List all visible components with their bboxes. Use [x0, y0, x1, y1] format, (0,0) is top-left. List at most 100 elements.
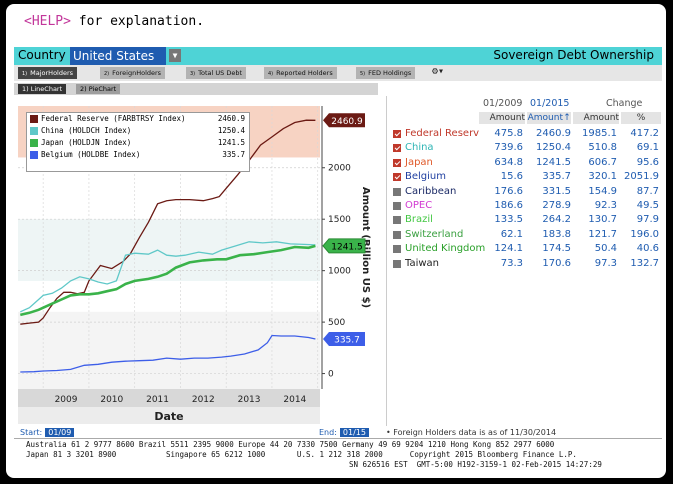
- row-checkbox[interactable]: [393, 202, 401, 210]
- last-value-badge: 1241.5: [322, 238, 366, 254]
- holders-table: 01/2009 01/2015 Change Amount Amount ↑ A…: [386, 96, 663, 426]
- legend-item[interactable]: Federal Reserve (FARBTRSY Index) 2460.9: [27, 113, 249, 125]
- amount-2009: 186.6: [494, 200, 523, 211]
- tab-fed-holdings[interactable]: 5) FED Holdings: [356, 67, 416, 79]
- legend-swatch: [30, 151, 38, 159]
- series-line[interactable]: [20, 119, 316, 325]
- tab-total-us-debt[interactable]: 3) Total US Debt: [186, 67, 247, 79]
- col-header-change-pct[interactable]: %: [621, 112, 661, 124]
- table-row[interactable]: OPEC 186.6 278.9 92.3 49.5: [387, 199, 663, 213]
- change-amount: 510.8: [588, 142, 617, 154]
- country-select[interactable]: United States: [70, 47, 166, 65]
- amount-2015: 1241.5: [536, 156, 571, 168]
- y-tick-label: 0: [328, 370, 334, 380]
- table-row[interactable]: Switzerland 62.1 183.8 121.7 196.0: [387, 228, 663, 242]
- legend-item[interactable]: Belgium (HOLDBE Index) 335.7: [27, 149, 249, 161]
- amount-2009: 62.1: [500, 228, 523, 240]
- app-title: Sovereign Debt Ownership: [493, 48, 654, 62]
- table-row[interactable]: China 739.6 1250.4 510.8 69.1: [387, 141, 663, 155]
- holder-name: United Kingdom: [405, 243, 486, 255]
- chevron-down-icon[interactable]: ▼: [169, 49, 181, 62]
- amount-2015: 278.9: [542, 200, 571, 211]
- holder-name: Taiwan: [405, 257, 440, 269]
- title-bar: Country United States ▼ Sovereign Debt O…: [14, 47, 662, 65]
- amount-2009: 176.6: [494, 185, 523, 197]
- col-header-amount-2009[interactable]: Amount: [479, 112, 525, 124]
- row-checkbox[interactable]: [393, 130, 401, 138]
- x-tick-label: 2014: [283, 395, 306, 405]
- change-amount: 606.7: [588, 156, 617, 168]
- change-amount: 92.3: [594, 200, 617, 211]
- row-checkbox[interactable]: [393, 173, 401, 182]
- row-checkbox[interactable]: [393, 216, 401, 225]
- contact-line-1: Australia 61 2 9777 8600 Brazil 5511 239…: [26, 440, 555, 449]
- amount-2015: 174.5: [542, 243, 571, 255]
- legend-swatch: [30, 115, 38, 123]
- amount-2009: 124.1: [494, 243, 523, 255]
- holder-name: China: [405, 142, 434, 154]
- start-date-input[interactable]: 01/09: [45, 428, 75, 437]
- main-tabs: 1) MajorHolders 2) ForeignHolders 3) Total …: [14, 65, 662, 81]
- x-axis-title: Date: [154, 410, 183, 423]
- change-amount: 50.4: [594, 243, 617, 255]
- x-tick-label: 2009: [55, 395, 78, 405]
- table-row[interactable]: United Kingdom 124.1 174.5 50.4 40.6: [387, 242, 663, 256]
- y-tick-label: 1000: [328, 267, 351, 277]
- change-pct: 97.9: [636, 214, 659, 226]
- end-date: End: 01/15: [319, 428, 369, 437]
- row-checkbox[interactable]: [393, 230, 401, 239]
- table-row[interactable]: Taiwan 73.3 170.6 97.3 132.7: [387, 257, 663, 271]
- badge-shape: [323, 331, 365, 346]
- help-hint: <HELP> for explanation.: [24, 14, 204, 29]
- table-row[interactable]: Japan 634.8 1241.5 606.7 95.6: [387, 156, 663, 170]
- tab-major-holders[interactable]: 1) MajorHolders: [18, 67, 78, 79]
- terminal-window: <HELP> for explanation. Country United S…: [6, 4, 666, 478]
- row-checkbox[interactable]: [393, 144, 401, 153]
- tab-pie-chart[interactable]: 2) PieChart: [76, 84, 121, 94]
- col-header-amount-2015[interactable]: Amount: [527, 112, 563, 124]
- holder-name: Brazil: [405, 214, 433, 226]
- col-date-2015[interactable]: 01/2015: [530, 98, 570, 109]
- tab-foreign-holders[interactable]: 2) ForeignHolders: [100, 67, 166, 79]
- table-row[interactable]: Brazil 133.5 264.2 130.7 97.9: [387, 213, 663, 227]
- gear-icon[interactable]: ⚙▾: [432, 66, 445, 77]
- amount-2009: 475.8: [494, 128, 523, 139]
- tab-reported-holders[interactable]: 4) Reported Holders: [264, 67, 337, 79]
- legend-item[interactable]: Japan (HOLDJN Index) 1241.5: [27, 137, 249, 149]
- change-amount: 320.1: [588, 171, 617, 183]
- series-line[interactable]: [20, 334, 316, 373]
- table-row[interactable]: Belgium 15.6 335.7 320.1 2051.9: [387, 170, 663, 184]
- change-pct: 2051.9: [624, 171, 659, 183]
- row-checkbox[interactable]: [393, 187, 401, 196]
- tab-line-chart[interactable]: 1) LineChart: [18, 84, 67, 94]
- badge-shape: [322, 238, 366, 254]
- col-header-change-amount[interactable]: Amount: [573, 112, 619, 124]
- change-amount: 130.7: [588, 214, 617, 226]
- series-line[interactable]: [20, 244, 316, 317]
- change-amount: 121.7: [588, 228, 617, 240]
- plot-band: [18, 311, 320, 389]
- last-value-badge: 335.7: [323, 331, 365, 346]
- holder-name: Federal Reserv: [405, 128, 480, 139]
- sort-arrow-icon[interactable]: ↑: [563, 112, 571, 124]
- holder-name: Japan: [405, 156, 433, 168]
- x-tick-label: 2010: [100, 395, 123, 405]
- legend-item[interactable]: China (HOLDCH Index) 1250.4: [27, 125, 249, 137]
- badge-label: 1241.5: [331, 242, 363, 252]
- badge-label: 2460.9: [331, 117, 363, 127]
- row-checkbox[interactable]: [393, 259, 401, 268]
- table-row[interactable]: Caribbean 176.6 331.5 154.9 87.7: [387, 185, 663, 199]
- end-date-input[interactable]: 01/15: [339, 428, 369, 437]
- legend-swatch: [30, 127, 38, 135]
- amount-2015: 1250.4: [536, 142, 571, 154]
- y-tick-label: 1500: [328, 215, 351, 225]
- row-checkbox[interactable]: [393, 158, 401, 167]
- change-pct: 95.6: [636, 156, 659, 168]
- col-date-2009: 01/2009: [483, 98, 523, 109]
- table-row[interactable]: Federal Reserv 475.8 2460.9 1985.1 417.2: [387, 127, 663, 141]
- series-line[interactable]: [20, 241, 316, 313]
- row-checkbox[interactable]: [393, 245, 401, 254]
- help-key[interactable]: <HELP>: [24, 14, 71, 29]
- country-label: Country: [18, 48, 66, 62]
- amount-2015: 183.8: [542, 228, 571, 240]
